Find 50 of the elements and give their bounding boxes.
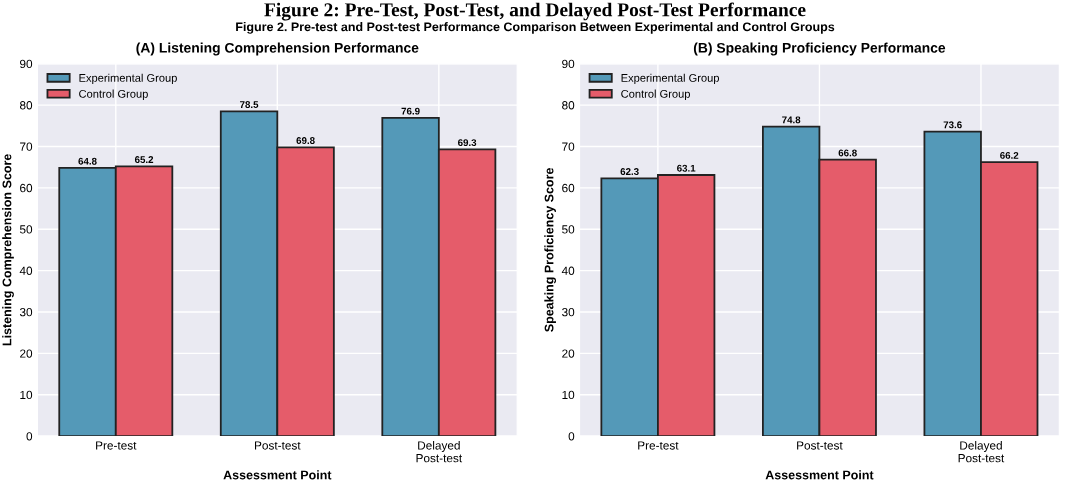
y-tick-label: 90 [20,59,33,69]
y-tick-label: 60 [562,183,575,193]
x-tick-label: Delayed Post-test [958,440,1005,463]
y-axis-title: Speaking Proficiency Score [544,168,557,332]
legend-label: Control Group [621,89,690,100]
data-label: 63.1 [677,164,696,172]
data-label: 66.2 [1000,151,1019,159]
y-tick-label: 20 [20,349,33,358]
x-tick-label: Pre-test [638,441,679,450]
data-label: 65.2 [134,156,154,164]
y-tick-label: 10 [20,390,33,400]
y-tick-label: 30 [19,308,33,317]
data-label: 62.3 [620,168,639,176]
y-tick-label: 80 [562,101,575,110]
x-tick-label: Delayed Post-test [416,440,463,463]
legend-label: Experimental Group [621,73,720,85]
y-tick-label: 30 [562,308,575,317]
chart-title: (A) Listening Comprehension Performance [136,42,419,56]
data-label: 66.8 [838,149,857,157]
y-axis-title: Listening Comprehension Score [2,154,14,346]
x-tick-label: Post-test [255,441,301,450]
y-tick-label: 50 [19,225,33,234]
data-label: 76.9 [401,107,420,115]
x-tick-label: Post-test [797,441,843,450]
data-label: 64.8 [78,157,97,165]
y-tick-label: 90 [562,59,575,69]
y-tick-label: 20 [562,349,575,358]
chart-title: (B) Speaking Proficiency Performance [693,42,946,56]
y-tick-label: 40 [19,266,33,275]
y-tick-label: 80 [19,101,33,110]
data-label: 74.8 [782,116,801,124]
data-label: 78.5 [240,101,259,108]
data-label: 69.3 [458,139,477,147]
y-tick-label: 50 [562,225,575,234]
x-axis-title: Assessment Point [223,470,332,480]
legend-label: Control Group [79,89,148,100]
caption: Figure 2. Pre-test and Post-test Performance Comparison Between Experimental and Control Groups [236,22,835,34]
y-tick-label: 60 [20,183,33,193]
x-tick-label: Pre-test [96,441,137,450]
caption: Figure 2: Pre-Test, Post-Test, and Delayed Post-Test Performance [264,2,806,21]
data-label: 69.8 [296,137,315,144]
y-tick-label: 10 [562,390,575,400]
y-tick-label: 0 [26,432,33,441]
y-tick-label: 70 [562,142,575,151]
y-tick-label: 0 [568,432,575,441]
x-axis-title: Assessment Point [765,470,874,480]
y-tick-label: 70 [20,142,33,151]
legend-label: Experimental Group [79,73,177,85]
y-tick-label: 40 [561,266,575,275]
data-label: 73.6 [943,121,962,129]
